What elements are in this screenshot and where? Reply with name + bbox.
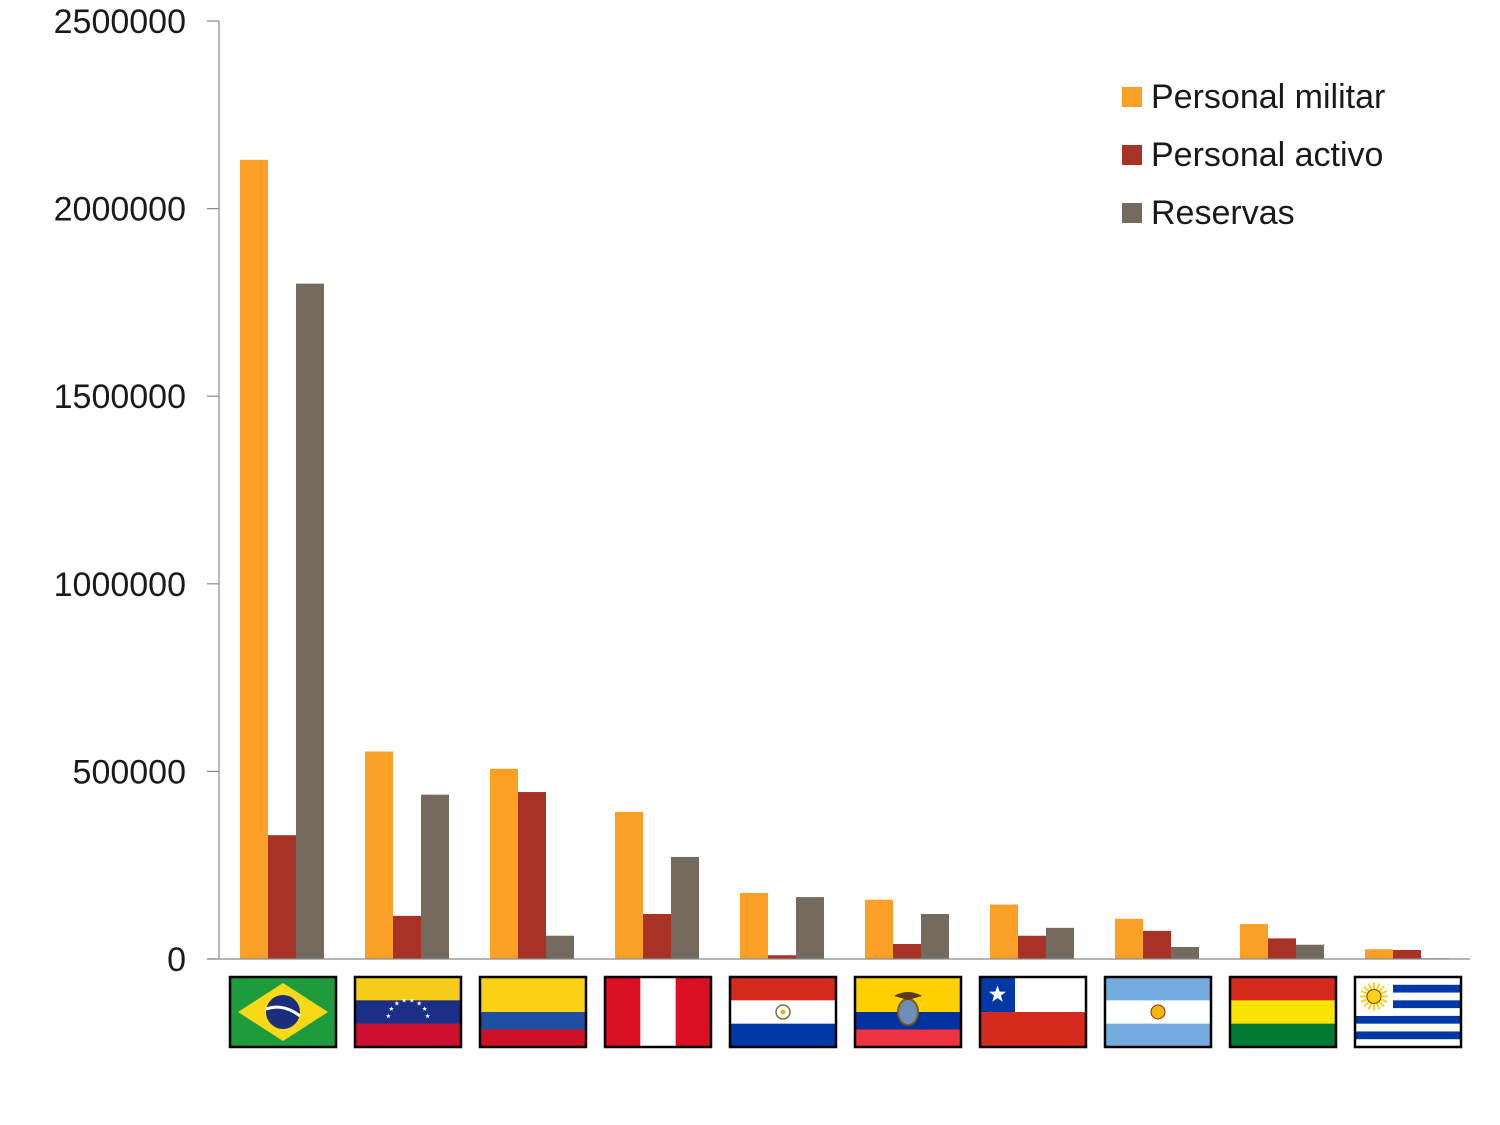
flag-brazil-icon [228,975,338,1049]
bar-personal-activo-2 [518,792,546,959]
bar-personal-activo-5 [893,943,921,959]
y-tick-label: 1000000 [54,566,186,604]
legend-swatch-0 [1122,87,1142,107]
bar-personal-activo-9 [1393,949,1421,959]
bar-reservas-1 [421,794,449,959]
y-tick-label: 2500000 [54,3,186,41]
flag-uruguay-icon [1353,975,1463,1049]
bar-personal-militar-4 [740,892,768,959]
flag-paraguay-icon [728,975,838,1049]
legend-label-2: Reservas [1151,194,1295,232]
y-tick-label: 2000000 [54,191,186,229]
legend-swatch-1 [1122,145,1142,165]
bar-reservas-4 [796,897,824,959]
legend-label-1: Personal activo [1151,136,1383,174]
bar-personal-militar-2 [490,768,518,959]
bar-personal-activo-1 [393,915,421,959]
bar-reservas-8 [1296,944,1324,959]
bar-personal-militar-0 [240,159,268,960]
bar-reservas-3 [671,856,699,959]
bar-personal-militar-9 [1365,949,1393,959]
bar-personal-militar-6 [990,904,1018,959]
bar-personal-activo-6 [1018,935,1046,959]
bar-reservas-2 [546,935,574,959]
country-flags [228,975,1463,1049]
flag-chile-icon [978,975,1088,1049]
bar-personal-activo-3 [643,913,671,959]
flag-colombia-icon [478,975,588,1049]
bar-reservas-7 [1171,946,1199,959]
bar-reservas-6 [1046,927,1074,959]
bar-personal-militar-8 [1240,924,1268,959]
bar-reservas-0 [296,283,324,959]
bar-personal-activo-8 [1268,938,1296,959]
bar-personal-activo-4 [768,955,796,959]
flag-venezuela-icon [353,975,463,1049]
bars [240,159,1449,960]
bar-personal-militar-5 [865,899,893,959]
y-tick-label: 1500000 [54,378,186,416]
legend-swatch-2 [1122,203,1142,223]
bar-reservas-5 [921,913,949,959]
legend: Personal militar Personal activo Reservas [1122,78,1385,232]
flag-ecuador-icon [853,975,963,1049]
flag-argentina-icon [1103,975,1213,1049]
y-tick-label: 500000 [73,753,186,791]
legend-label-0: Personal militar [1151,78,1385,116]
flag-bolivia-icon [1228,975,1338,1049]
flag-peru-icon [603,975,713,1049]
y-axis: 0 500000 1000000 1500000 2000000 2500000 [54,3,220,979]
bar-personal-militar-7 [1115,918,1143,959]
bar-personal-activo-0 [268,835,296,959]
y-tick-label: 0 [167,941,186,979]
bar-personal-militar-3 [615,811,643,959]
bar-personal-militar-1 [365,751,393,959]
bar-personal-activo-7 [1143,930,1171,959]
